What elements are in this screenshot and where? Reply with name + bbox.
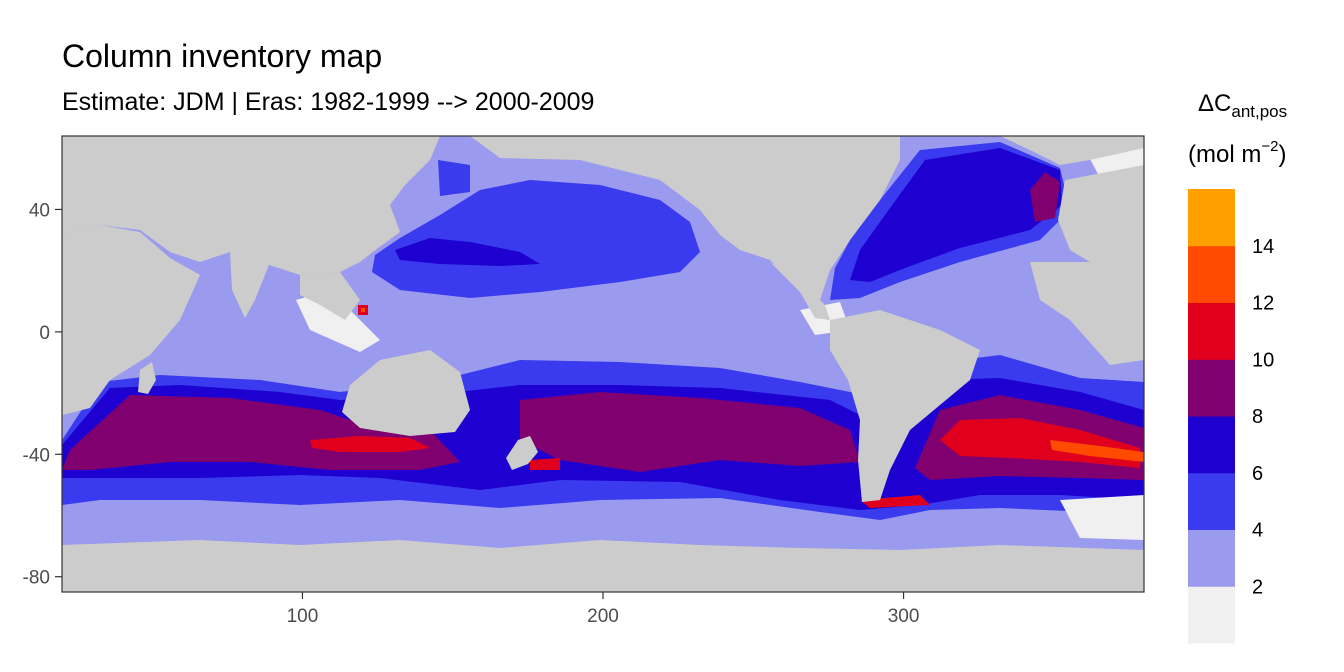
land-antarctica	[62, 540, 1144, 592]
x-axis: 100 200 300	[287, 592, 920, 627]
southern-band-8-pacific	[520, 392, 860, 472]
legend-unit-prefix: (mol m	[1188, 141, 1261, 168]
land-north-america	[470, 136, 900, 300]
legend-swatch	[1188, 529, 1235, 587]
legend-unit: (mol m−2)	[1188, 138, 1286, 168]
legend-swatch	[1188, 416, 1235, 474]
y-tick-label: 40	[29, 200, 50, 221]
land-india	[230, 252, 270, 318]
south-of-nz-band-10	[530, 458, 560, 470]
y-tick-label: -40	[23, 445, 50, 466]
light-patch-southeast-asia	[296, 290, 380, 352]
drake-passage-band-10	[860, 495, 930, 508]
land-south-america	[830, 310, 980, 502]
land-australia	[342, 350, 470, 436]
legend-label: 10	[1252, 349, 1274, 371]
land-central-america	[770, 262, 830, 320]
legend-swatch	[1188, 302, 1235, 360]
y-axis: 40 0 -40 -80	[23, 200, 62, 589]
legend-swatch	[1188, 189, 1235, 247]
south-australia-band-10	[310, 436, 430, 452]
land-greenland	[1000, 136, 1144, 165]
land-africa	[62, 225, 200, 415]
x-tick-label: 100	[287, 606, 319, 627]
land-madagascar	[138, 362, 156, 394]
light-patch-weddell	[1060, 495, 1144, 540]
legend-title: ΔCant,pos	[1198, 90, 1287, 121]
y-tick-label: 0	[39, 323, 50, 344]
legend-title-main: ΔC	[1198, 90, 1231, 117]
north-pacific-band-8	[395, 238, 540, 266]
legend-swatch	[1188, 245, 1235, 303]
legend-label: 6	[1252, 463, 1263, 485]
south-atlantic-band-12	[1050, 440, 1144, 462]
plot-area	[62, 136, 1144, 592]
north-pacific-band-6	[372, 180, 700, 298]
legend: ΔCant,pos (mol m−2) 2 4 6 8 10 12 14	[1188, 90, 1287, 644]
land-new-zealand	[506, 436, 538, 470]
legend-swatches	[1188, 189, 1235, 644]
y-tick-label: -80	[23, 568, 50, 589]
hotspot-philippines-core	[361, 308, 365, 312]
legend-swatch	[1188, 472, 1235, 530]
legend-label: 14	[1252, 236, 1274, 258]
chart-title: Column inventory map	[62, 38, 383, 74]
legend-label: 2	[1252, 576, 1263, 598]
land-europe	[1058, 165, 1144, 268]
legend-label: 8	[1252, 406, 1263, 428]
legend-label: 4	[1252, 520, 1263, 542]
x-tick-label: 300	[888, 606, 920, 627]
north-atlantic-band-8	[850, 148, 1062, 282]
land-eurasia-north	[62, 136, 440, 275]
legend-swatch	[1188, 359, 1235, 417]
land-west-africa	[1030, 262, 1144, 365]
legend-labels: 2 4 6 8 10 12 14	[1252, 236, 1274, 599]
land-masses	[62, 136, 1144, 592]
legend-swatch	[1188, 586, 1235, 644]
bering-sea-patch	[438, 160, 470, 196]
legend-unit-suffix: )	[1278, 141, 1286, 168]
chart-subtitle: Estimate: JDM | Eras: 1982-1999 --> 2000…	[62, 88, 595, 116]
legend-unit-exp: −2	[1261, 138, 1278, 155]
x-tick-label: 200	[587, 606, 619, 627]
legend-title-sub: ant,pos	[1231, 102, 1287, 121]
legend-label: 12	[1252, 293, 1274, 315]
north-atlantic-band-10	[1030, 172, 1060, 222]
land-southeast-asia	[300, 272, 360, 320]
